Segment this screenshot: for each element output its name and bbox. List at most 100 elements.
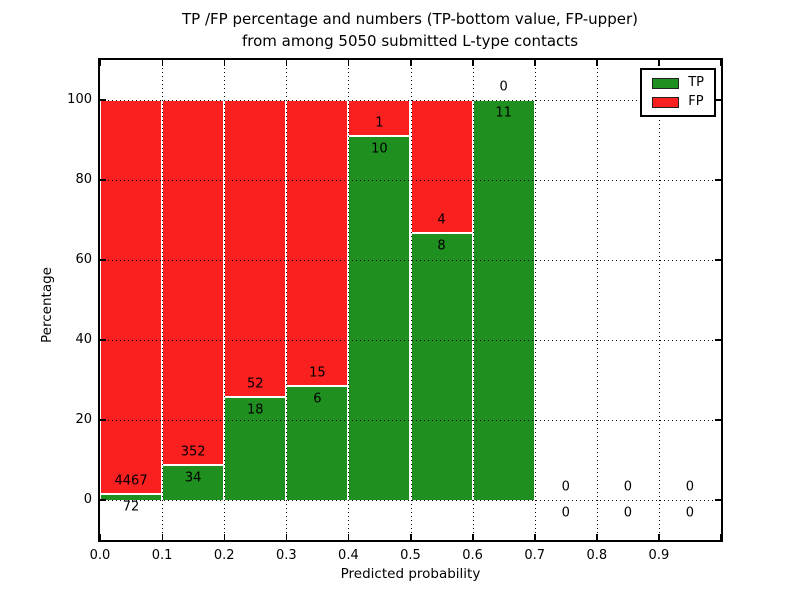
bar-segment-tp [348, 136, 411, 500]
legend-label: TP [688, 75, 704, 90]
annotation-tp-count: 11 [495, 105, 512, 121]
grid-line-vertical [534, 60, 536, 540]
x-tick-label: 0.3 [275, 548, 297, 563]
grid-line-horizontal [100, 180, 721, 181]
grid-line-vertical [596, 60, 598, 540]
bar-segment-fp [224, 100, 287, 398]
y-tick-mark [100, 499, 106, 501]
bar-segment-tp [100, 493, 163, 500]
x-tick-mark [534, 534, 536, 540]
y-tick-mark-right [715, 99, 721, 101]
x-tick-label: 0.0 [89, 548, 111, 563]
y-tick-mark [100, 419, 106, 421]
annotation-fp-count: 0 [561, 479, 570, 495]
annotation-tp-count: 72 [122, 499, 140, 515]
grid-line-horizontal [100, 420, 721, 421]
chart-title: TP /FP percentage and numbers (TP-bottom… [182, 8, 638, 52]
legend-label: FP [688, 94, 704, 109]
x-tick-label: 0.9 [648, 548, 670, 563]
legend: TP FP [640, 68, 716, 117]
annotation-tp-count: 0 [685, 505, 695, 521]
legend-entry: FP [652, 95, 704, 109]
grid-line-vertical [658, 60, 660, 540]
y-tick-label: 0 [83, 492, 92, 507]
chart-title-line1: TP /FP percentage and numbers (TP-bottom… [182, 10, 638, 28]
annotation-tp-count: 18 [246, 402, 264, 418]
y-tick-label: 60 [75, 252, 92, 267]
y-tick-mark-right [715, 499, 721, 501]
bar-segment-tp [286, 385, 349, 500]
x-tick-mark-top [472, 60, 474, 66]
fp-legend-swatch [652, 96, 680, 108]
annotation-fp-count: 352 [180, 444, 206, 460]
annotation-fp-count: 1 [375, 115, 384, 131]
grid-line-horizontal [100, 260, 721, 261]
x-tick-mark [658, 534, 660, 540]
x-tick-mark-top [161, 60, 164, 66]
x-tick-label: 0.8 [586, 548, 608, 563]
x-tick-mark [472, 534, 474, 540]
y-tick-mark-right [715, 259, 721, 261]
y-tick-label: 100 [67, 92, 92, 107]
grid-line-horizontal [100, 100, 721, 101]
annotation-fp-count: 0 [685, 479, 695, 495]
x-tick-mark-top [223, 60, 226, 66]
x-tick-mark [285, 534, 288, 540]
bar-segment-tp [162, 464, 225, 500]
x-tick-label: 0.5 [400, 548, 421, 563]
chart-title-line2: from among 5050 submitted L-type contact… [241, 32, 579, 50]
x-tick-label: 0.7 [524, 548, 546, 563]
annotation-fp-count: 0 [623, 479, 632, 495]
x-tick-label: 0.4 [338, 548, 359, 563]
annotation-fp-count: 4 [437, 212, 446, 228]
x-tick-mark-top [99, 60, 101, 66]
grid-line-horizontal [100, 340, 721, 341]
annotation-tp-count: 6 [313, 391, 322, 407]
grid-line-vertical [348, 60, 350, 540]
plot-area: 0.0 0.1 0.2 0.3 0.4 0.5 0.6 0.7 0.8 0.9 0 20 40 60 80 1… [39, 58, 723, 582]
x-tick-mark-top [285, 60, 288, 66]
annotation-fp-count: 4467 [114, 473, 148, 489]
y-tick-mark [100, 179, 106, 181]
tp-legend-swatch [652, 77, 680, 89]
x-tick-mark [719, 534, 721, 540]
x-tick-label: 0.1 [151, 548, 173, 563]
annotation-fp-count: 0 [499, 79, 508, 95]
legend-entry: TP [652, 76, 704, 90]
x-tick-mark [99, 534, 101, 540]
x-tick-mark-top [534, 60, 536, 66]
y-axis-label: Percentage [39, 267, 55, 343]
grid-line-vertical [286, 60, 288, 540]
grid-line-vertical [410, 60, 412, 540]
annotation-tp-count: 0 [561, 505, 570, 521]
annotation-tp-count: 34 [184, 470, 202, 486]
y-tick-mark [100, 99, 106, 101]
x-tick-mark-top [719, 60, 721, 66]
y-tick-label: 80 [75, 172, 92, 187]
x-tick-mark-top [658, 60, 660, 66]
bar-segment-fp [286, 100, 349, 386]
x-tick-mark [596, 534, 598, 540]
y-tick-mark [100, 259, 106, 261]
y-tick-mark [100, 339, 106, 341]
bar-segment-fp [162, 100, 225, 465]
x-tick-mark-top [596, 60, 598, 66]
y-tick-mark-right [715, 339, 721, 341]
grid-line-vertical [224, 60, 226, 540]
x-tick-mark-top [347, 60, 350, 66]
annotation-tp-count: 8 [437, 238, 446, 254]
bar-segment-tp [472, 100, 535, 500]
x-tick-mark [161, 534, 164, 540]
grid-line-vertical [472, 60, 474, 540]
x-tick-label: 0.6 [462, 548, 483, 563]
bar-segment-tp [410, 233, 473, 500]
x-axis-label: Predicted probability [340, 566, 481, 582]
y-tick-label: 40 [75, 332, 92, 347]
bar-segment-fp [100, 100, 163, 494]
annotation-fp-count: 52 [246, 376, 264, 392]
grid-line-vertical [162, 60, 164, 540]
annotation-fp-count: 15 [309, 365, 326, 381]
annotation-tp-count: 10 [371, 141, 388, 157]
x-tick-mark [347, 534, 350, 540]
